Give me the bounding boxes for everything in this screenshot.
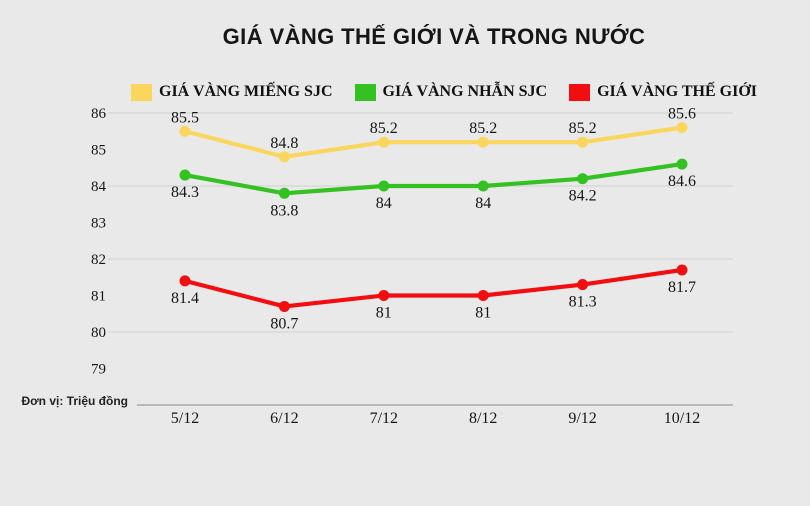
data-point xyxy=(278,300,290,312)
legend-swatch-red-icon xyxy=(569,83,591,101)
x-tick-label: 8/12 xyxy=(469,410,497,427)
data-label: 83.8 xyxy=(270,202,298,219)
data-point xyxy=(378,136,390,148)
data-point xyxy=(477,136,489,148)
legend-item-mieng-sjc: GIÁ VÀNG MIẾNG SJC xyxy=(131,83,333,101)
y-tick-label: 80 xyxy=(91,325,106,341)
data-label: 81.3 xyxy=(569,294,597,311)
y-tick-label: 85 xyxy=(91,143,106,159)
data-label: 84 xyxy=(475,195,491,212)
legend-label-mieng-sjc: GIÁ VÀNG MIẾNG SJC xyxy=(159,83,333,100)
data-point xyxy=(179,169,191,181)
y-axis-tick-labels: 86 85 84 83 82 81 80 79 xyxy=(91,106,107,378)
legend-label-nhan-sjc: GIÁ VÀNG NHẪN SJC xyxy=(382,83,548,100)
data-point xyxy=(378,290,390,301)
data-label: 85.5 xyxy=(171,109,199,126)
y-tick-label: 86 xyxy=(91,106,107,122)
data-point xyxy=(179,125,191,137)
data-point xyxy=(477,290,489,301)
data-point xyxy=(676,158,688,170)
data-label: 80.7 xyxy=(270,315,298,332)
legend-item-nhan-sjc: GIÁ VÀNG NHẪN SJC xyxy=(354,83,548,101)
data-label: 84.6 xyxy=(668,173,696,190)
x-tick-label: 6/12 xyxy=(270,410,298,427)
legend-item-the-gioi: GIÁ VÀNG THẾ GIỚI xyxy=(569,83,757,101)
data-point xyxy=(676,264,688,276)
data-label: 81.4 xyxy=(171,290,199,307)
y-tick-label: 83 xyxy=(91,216,106,232)
chart-title: GIÁ VÀNG THẾ GIỚI VÀ TRONG NƯỚC xyxy=(222,24,646,49)
data-label: 84 xyxy=(376,195,392,212)
y-tick-label: 82 xyxy=(91,252,106,268)
x-tick-label: 5/12 xyxy=(171,410,199,427)
y-tick-label: 79 xyxy=(91,362,106,378)
data-point xyxy=(577,173,589,185)
data-point xyxy=(676,122,688,134)
data-label: 85.2 xyxy=(469,120,497,137)
x-tick-label: 10/12 xyxy=(664,410,700,427)
data-label: 84.2 xyxy=(569,188,597,205)
legend: GIÁ VÀNG MIẾNG SJC GIÁ VÀNG NHẪN SJC GIÁ… xyxy=(0,83,810,101)
x-tick-label: 9/12 xyxy=(568,410,596,427)
y-tick-label: 81 xyxy=(91,289,106,305)
x-axis-tick-labels: 5/12 6/12 7/12 8/12 9/12 10/12 xyxy=(171,410,700,427)
x-tick-label: 7/12 xyxy=(370,410,398,427)
legend-label-the-gioi: GIÁ VÀNG THẾ GIỚI xyxy=(597,83,757,100)
series-line xyxy=(182,267,685,309)
gridlines xyxy=(108,112,733,333)
unit-label: Đơn vị: Triệu đồng xyxy=(21,394,128,408)
series-1: 84.3 83.8 84 84 84.2 84.6 xyxy=(171,158,696,219)
data-point xyxy=(577,136,589,148)
series-line xyxy=(182,125,685,159)
legend-swatch-green-icon xyxy=(354,83,376,101)
data-point xyxy=(179,275,191,287)
series-line xyxy=(182,162,685,196)
data-label: 85.6 xyxy=(668,106,696,123)
legend-swatch-yellow-icon xyxy=(131,83,152,101)
data-label: 81 xyxy=(376,305,392,322)
data-point xyxy=(378,180,390,192)
data-point xyxy=(278,151,290,163)
data-point xyxy=(577,279,589,291)
y-tick-label: 84 xyxy=(91,179,107,195)
data-label: 81.7 xyxy=(668,279,696,296)
series-0: 85.5 84.8 85.2 85.2 85.2 85.6 xyxy=(171,106,696,163)
data-label: 81 xyxy=(475,305,491,322)
data-label: 84.8 xyxy=(270,135,298,152)
data-label: 85.2 xyxy=(370,120,398,137)
data-point xyxy=(278,187,290,199)
data-label: 84.3 xyxy=(171,184,199,201)
data-label: 85.2 xyxy=(569,120,597,137)
data-point xyxy=(477,180,489,192)
series-2: 81.4 80.7 81 81 81.3 81.7 xyxy=(171,264,696,332)
